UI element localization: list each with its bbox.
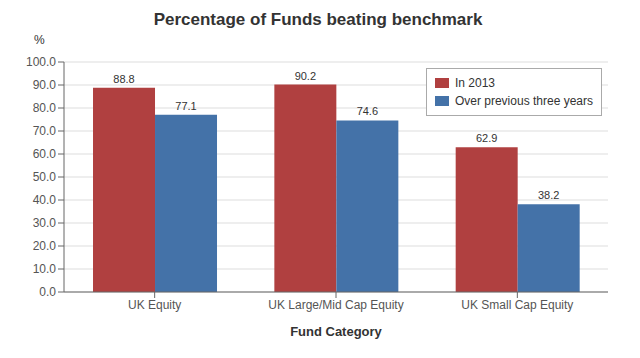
svg-text:88.8: 88.8 (113, 73, 134, 85)
svg-text:20.0: 20.0 (33, 239, 57, 253)
svg-text:10.0: 10.0 (33, 262, 57, 276)
svg-text:70.0: 70.0 (33, 124, 57, 138)
svg-text:Fund Category: Fund Category (290, 324, 382, 339)
svg-text:90.0: 90.0 (33, 78, 57, 92)
svg-text:50.0: 50.0 (33, 170, 57, 184)
svg-text:60.0: 60.0 (33, 147, 57, 161)
svg-text:80.0: 80.0 (33, 101, 57, 115)
svg-text:90.2: 90.2 (295, 70, 316, 82)
html-text:In 2013: In 2013 (454, 76, 495, 90)
svg-text:UK Small Cap Equity: UK Small Cap Equity (461, 298, 573, 312)
svg-text:77.1: 77.1 (175, 100, 196, 112)
html-text:Over previous three years: Over previous three years (454, 94, 593, 108)
svg-text:38.2: 38.2 (538, 189, 559, 201)
svg-text:100.0: 100.0 (26, 55, 56, 69)
svg-text:40.0: 40.0 (33, 193, 57, 207)
html-text:Percentage of Funds beating be: Percentage of Funds beating benchmark (153, 10, 483, 29)
svg-text:62.9: 62.9 (476, 132, 497, 144)
svg-text:0.0: 0.0 (39, 285, 56, 299)
svg-text:UK Equity: UK Equity (128, 298, 181, 312)
svg-text:74.6: 74.6 (357, 105, 378, 117)
svg-text:UK Large/Mid Cap Equity: UK Large/Mid Cap Equity (268, 298, 403, 312)
svg-text:30.0: 30.0 (33, 216, 57, 230)
